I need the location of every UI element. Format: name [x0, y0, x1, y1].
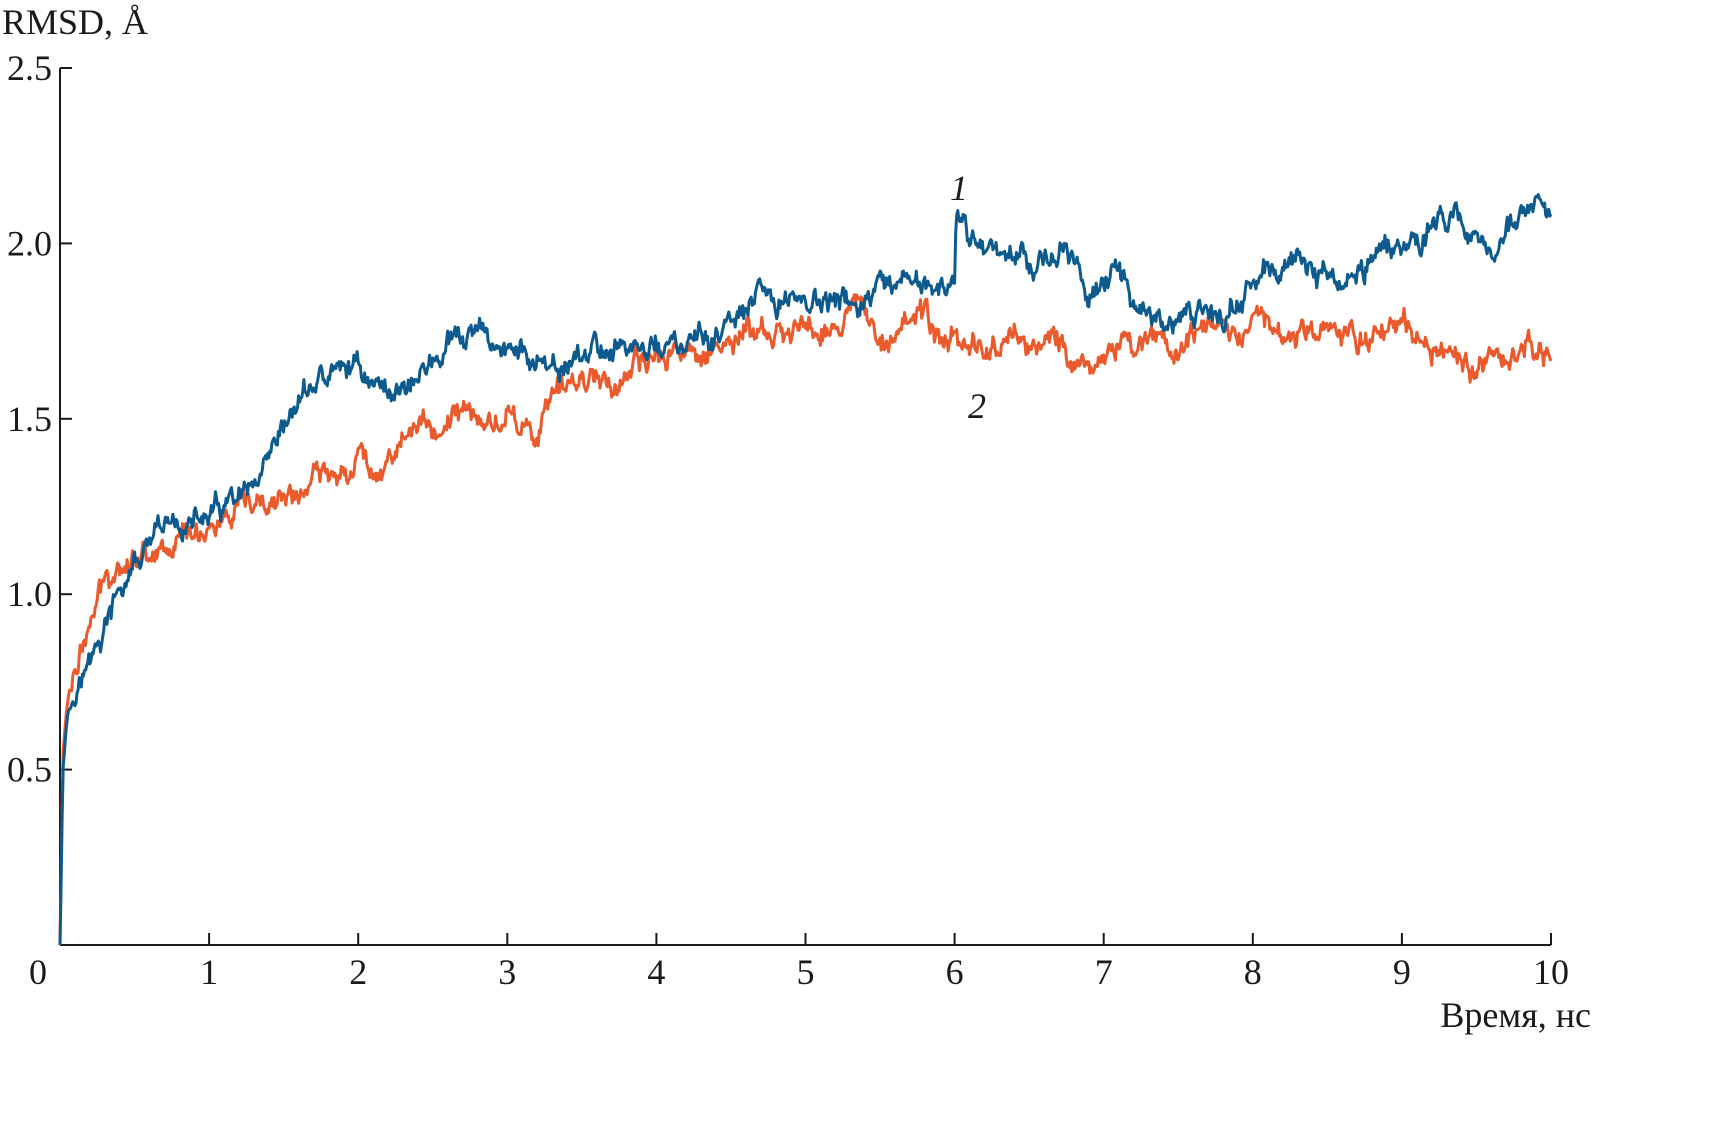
- series-group: [58, 193, 1553, 946]
- series-1-line: [58, 193, 1553, 946]
- y-axis-group: 0.5 1.0 1.5 2.0 2.5: [7, 48, 72, 945]
- x-tick-label: 5: [797, 952, 815, 992]
- x-tick-label: 9: [1393, 952, 1411, 992]
- y-tick-label: 1.0: [7, 574, 52, 614]
- series-2-label: 2: [968, 386, 986, 426]
- x-tick-label: 1: [200, 952, 218, 992]
- x-tick-label: 10: [1533, 952, 1569, 992]
- y-tick-label: 2.5: [7, 48, 52, 88]
- x-tick-label: 8: [1244, 952, 1262, 992]
- x-tick-label: 0: [29, 952, 47, 992]
- series-2-line: [58, 293, 1553, 946]
- x-tick-label: 3: [498, 952, 516, 992]
- y-tick-label: 0.5: [7, 750, 52, 790]
- x-tick-label: 6: [946, 952, 964, 992]
- x-tick-label: 7: [1095, 952, 1113, 992]
- series-1-label: 1: [950, 168, 968, 208]
- x-tick-label: 2: [349, 952, 367, 992]
- y-axis-title: RMSD, Å: [2, 2, 148, 42]
- x-axis-group: 0 1 2 3 4 5 6 7 8 9 10: [29, 933, 1569, 992]
- y-tick-label: 1.5: [7, 399, 52, 439]
- y-tick-label: 2.0: [7, 223, 52, 263]
- x-axis-title: Время, нс: [1440, 995, 1591, 1035]
- x-tick-label: 4: [647, 952, 665, 992]
